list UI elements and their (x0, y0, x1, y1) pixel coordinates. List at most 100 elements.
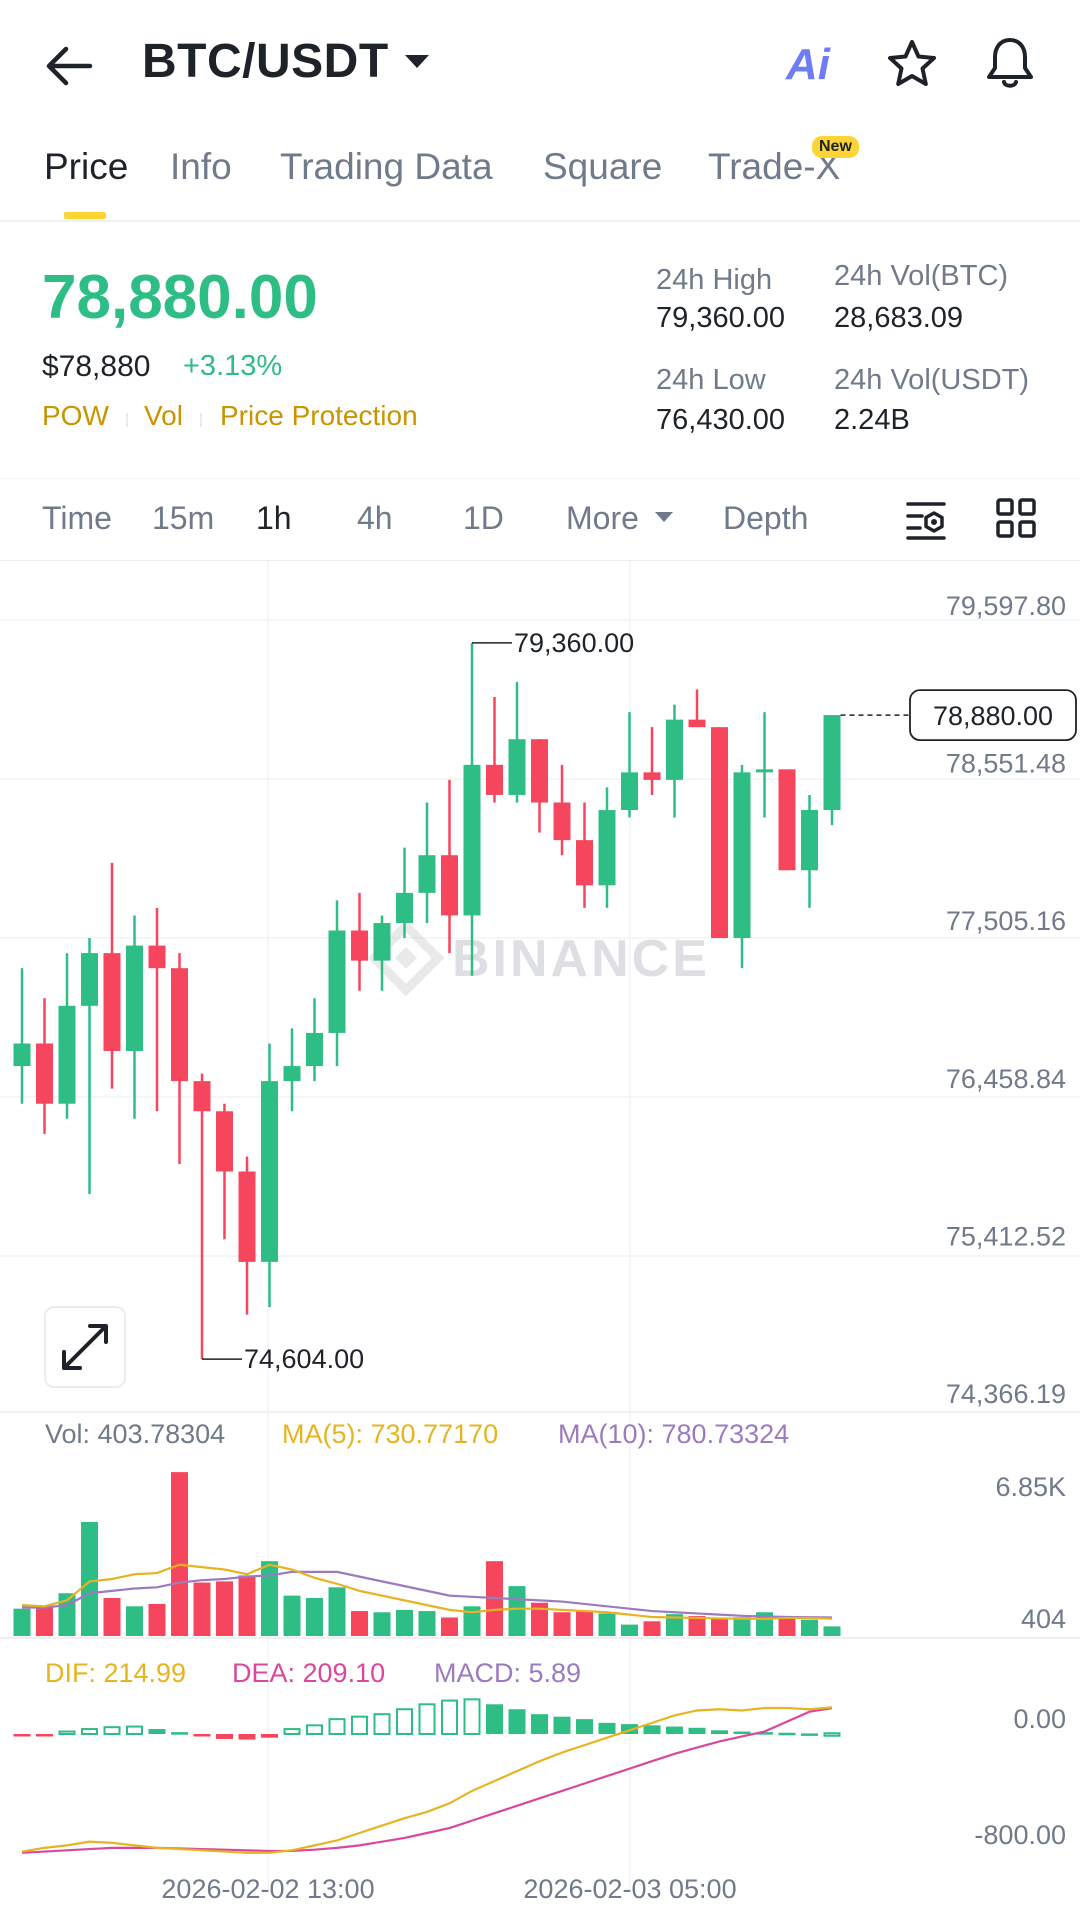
tab-trading-data[interactable]: Trading Data (280, 146, 493, 187)
volume-bar (148, 1603, 166, 1636)
macd-dif-line (21, 1706, 833, 1854)
time-axis: 2026-02-02 13:00 2026-02-03 05:00 (161, 1874, 736, 1904)
macd-hist-bar (733, 1731, 751, 1735)
time-tick-label: 2026-02-03 05:00 (523, 1874, 736, 1904)
candle-body (148, 945, 166, 969)
grid-icon (996, 498, 1036, 538)
price-tick-label: 74,366.19 (946, 1379, 1066, 1409)
interval-1h[interactable]: 1h (256, 500, 292, 536)
volume-bar (238, 1575, 256, 1636)
notification-button[interactable] (982, 34, 1038, 92)
interval-4h[interactable]: 4h (357, 500, 393, 536)
candle-body (283, 1066, 301, 1082)
volume-bar (396, 1609, 413, 1636)
macd-hist-bar (328, 1718, 346, 1736)
macd-hist-bar (13, 1734, 31, 1737)
tab-info[interactable]: Info (170, 146, 232, 187)
chart-divider-top (0, 560, 1080, 561)
candle-body (306, 1032, 323, 1067)
candle-body (621, 772, 638, 811)
more-caret-icon (655, 512, 673, 522)
interval-1d[interactable]: 1D (463, 500, 504, 536)
candle-body (553, 802, 571, 841)
macd-hist-bar (103, 1726, 121, 1735)
candle-body (486, 764, 503, 795)
volume-bar (283, 1595, 301, 1636)
vol-legend: Vol: 403.78304 (45, 1419, 225, 1449)
volume-bar (711, 1617, 728, 1636)
volume-bar (328, 1587, 346, 1636)
price-axis: 79,597.80 78,551.48 77,505.16 76,458.84 75,4… (946, 591, 1066, 1409)
price-tick-label: 79,597.80 (946, 591, 1066, 621)
macd-hist-bar (238, 1734, 256, 1740)
macd-hist-bar (463, 1698, 481, 1735)
candle-body (666, 719, 683, 780)
volume-bar (216, 1581, 233, 1636)
candles (13, 642, 841, 1360)
back-arrow-icon (46, 46, 93, 86)
back-button[interactable] (42, 40, 98, 92)
price-tick-label: 76,458.84 (946, 1064, 1066, 1094)
volume-pane: Vol: 403.78304 MA(5): 730.77170 MA(10): 78… (13, 1419, 1066, 1636)
indicator-settings-button[interactable] (904, 496, 950, 542)
macd-hist-bar (58, 1730, 76, 1736)
candle-body (778, 769, 796, 871)
macd-hist-bar (801, 1733, 818, 1736)
stat-24h-high-label: 24h High (656, 264, 773, 296)
candle-body (328, 930, 346, 1033)
min-price-label: 74,604.00 (244, 1344, 364, 1374)
interval-15m[interactable]: 15m (152, 500, 215, 536)
macd-tick-label: -800.00 (974, 1820, 1066, 1850)
interval-time[interactable]: Time (42, 500, 112, 536)
macd-hist-bar (396, 1708, 413, 1735)
candle-body (396, 892, 413, 923)
macd-hist-bar (598, 1722, 616, 1734)
chevron-down-icon[interactable] (405, 55, 429, 68)
pair-title[interactable]: BTC/USDT (142, 35, 389, 88)
favorite-button[interactable] (884, 36, 940, 92)
ai-icon[interactable]: Ai (786, 40, 830, 90)
volume-bar (666, 1614, 683, 1636)
last-price-tag-label: 78,880.00 (933, 701, 1053, 731)
vol-ma10-legend: MA(10): 780.73324 (558, 1419, 789, 1449)
volume-bar (823, 1626, 841, 1636)
candle-body (81, 953, 98, 1006)
volume-bar (103, 1598, 121, 1636)
candle-body (13, 1043, 31, 1067)
stat-24h-high-value: 79,360.00 (656, 302, 786, 334)
candle-body (261, 1081, 278, 1262)
macd-tick-label: 0.00 (1013, 1704, 1066, 1734)
volume-bar (463, 1606, 481, 1636)
tabs-divider (0, 220, 1080, 222)
volume-bar (441, 1617, 458, 1636)
new-badge: New (812, 136, 859, 158)
tag-pow[interactable]: POW (42, 400, 109, 431)
macd-hist-bar (171, 1732, 188, 1735)
candle-body (733, 772, 751, 939)
macd-hist-bar (508, 1709, 526, 1734)
interval-depth[interactable]: Depth (723, 500, 809, 536)
last-price-tag (909, 689, 1077, 742)
tab-square[interactable]: Square (543, 146, 663, 187)
tag-vol[interactable]: Vol (144, 400, 183, 431)
candle-body (823, 715, 841, 811)
macd-hist-bar (148, 1729, 166, 1734)
volume-bar (171, 1472, 188, 1636)
expand-chart-button[interactable] (44, 1306, 126, 1388)
tag-price-protection[interactable]: Price Protection (220, 400, 418, 431)
macd-hist-bar (643, 1725, 661, 1734)
candle-body (531, 739, 548, 803)
macd-hist-bar (126, 1725, 143, 1735)
candle-body (216, 1111, 233, 1172)
macd-hist-bar (306, 1724, 323, 1736)
volume-bar (126, 1606, 143, 1636)
layout-grid-button[interactable] (994, 496, 1038, 540)
interval-more[interactable]: More (566, 500, 639, 536)
volume-bar (531, 1602, 548, 1636)
candle-body (351, 930, 368, 961)
kline-chart[interactable]: BINANCE 79,597.80 78,551.48 77,505.16 76,45… (0, 561, 1080, 1917)
usd-price: $78,880 (42, 350, 151, 383)
macd-hist-bar (261, 1734, 278, 1738)
macd-hist-bar (688, 1727, 706, 1734)
tab-price[interactable]: Price (44, 146, 129, 187)
